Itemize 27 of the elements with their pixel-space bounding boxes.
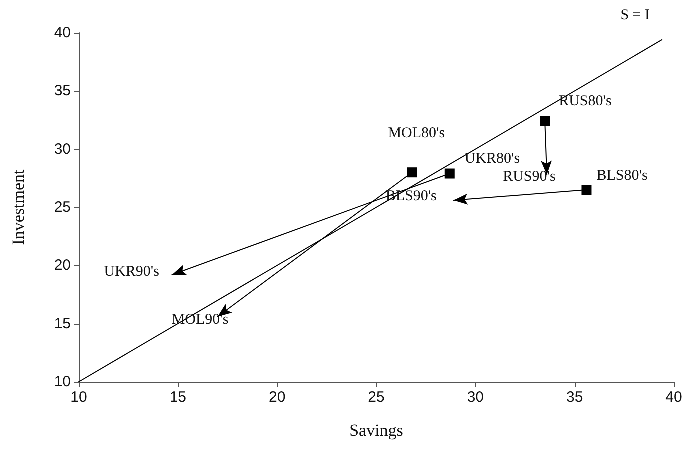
- y-tick-label: 25: [54, 199, 71, 216]
- x-tick-label: 20: [268, 389, 286, 406]
- x-tick-label: 30: [467, 389, 484, 406]
- annotation: RUS80's: [559, 93, 612, 110]
- annotation: MOL80's: [388, 126, 446, 142]
- text: S = I: [620, 8, 650, 24]
- point: [582, 185, 592, 196]
- x-tick-label: 25: [368, 389, 385, 406]
- x-tick-label: 15: [170, 389, 187, 406]
- y-tick-label: 15: [54, 315, 71, 332]
- y-tick-label: 40: [54, 24, 71, 42]
- y-tick-label: 30: [54, 140, 71, 158]
- x-tick-label: 35: [566, 389, 584, 406]
- x-tick-label: 40: [666, 389, 682, 406]
- y-tick-label: 20: [54, 257, 71, 274]
- point: [444, 168, 455, 179]
- annotation: BLS80's: [596, 168, 648, 184]
- y-tick-label: 35: [54, 82, 71, 100]
- annotation: UKR80's: [464, 150, 520, 167]
- annotation: UKR90's: [104, 264, 160, 280]
- x-tick-label: 10: [70, 389, 88, 406]
- annotation: RUS90's: [503, 168, 556, 185]
- y-axis-title: Investment: [9, 169, 28, 246]
- x-axis-title: Savings: [350, 421, 404, 440]
- y-tick-label: 10: [54, 374, 71, 390]
- point: [407, 168, 418, 178]
- point: [540, 116, 550, 126]
